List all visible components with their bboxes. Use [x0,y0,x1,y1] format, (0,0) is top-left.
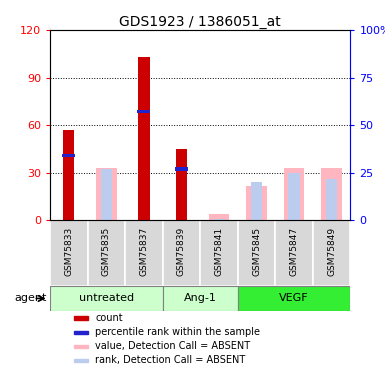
FancyBboxPatch shape [125,220,163,286]
Text: Ang-1: Ang-1 [184,294,217,303]
Bar [74,316,88,320]
Text: agent: agent [15,294,47,303]
FancyBboxPatch shape [50,286,163,311]
Bar [138,57,149,220]
Text: GSM75841: GSM75841 [214,227,223,276]
Title: GDS1923 / 1386051_at: GDS1923 / 1386051_at [119,15,281,29]
Text: GSM75847: GSM75847 [290,227,298,276]
FancyBboxPatch shape [238,286,350,311]
FancyBboxPatch shape [88,220,125,286]
FancyBboxPatch shape [163,286,238,311]
FancyBboxPatch shape [238,220,275,286]
Bar [321,168,342,220]
Bar [246,186,267,220]
Bar [288,173,300,220]
Bar [209,214,229,220]
Bar [74,330,88,334]
Bar [74,345,88,348]
Text: GSM75839: GSM75839 [177,227,186,276]
Bar [101,169,112,220]
Text: count: count [95,313,123,323]
Text: VEGF: VEGF [279,294,309,303]
Bar [326,178,337,220]
Text: GSM75845: GSM75845 [252,227,261,276]
Text: GSM75833: GSM75833 [64,227,73,276]
Text: rank, Detection Call = ABSENT: rank, Detection Call = ABSENT [95,356,245,365]
Text: GSM75837: GSM75837 [139,227,148,276]
Bar [176,149,187,220]
Text: GSM75849: GSM75849 [327,227,336,276]
Text: percentile rank within the sample: percentile rank within the sample [95,327,260,337]
Bar [137,110,151,114]
FancyBboxPatch shape [50,220,88,286]
Bar [175,168,188,171]
Bar [213,219,224,220]
Bar [96,168,117,220]
FancyBboxPatch shape [313,220,350,286]
Text: value, Detection Call = ABSENT: value, Detection Call = ABSENT [95,341,250,351]
Bar [284,168,305,220]
Bar [251,182,262,220]
FancyBboxPatch shape [275,220,313,286]
Text: GSM75835: GSM75835 [102,227,111,276]
FancyBboxPatch shape [200,220,238,286]
Text: untreated: untreated [79,294,134,303]
FancyBboxPatch shape [163,220,200,286]
Bar [74,359,88,362]
Bar [63,130,74,220]
Bar [62,154,75,157]
